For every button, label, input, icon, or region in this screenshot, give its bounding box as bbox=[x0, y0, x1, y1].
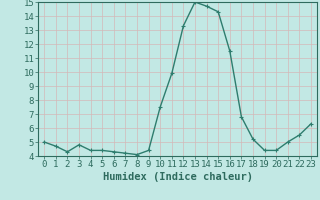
X-axis label: Humidex (Indice chaleur): Humidex (Indice chaleur) bbox=[103, 172, 252, 182]
